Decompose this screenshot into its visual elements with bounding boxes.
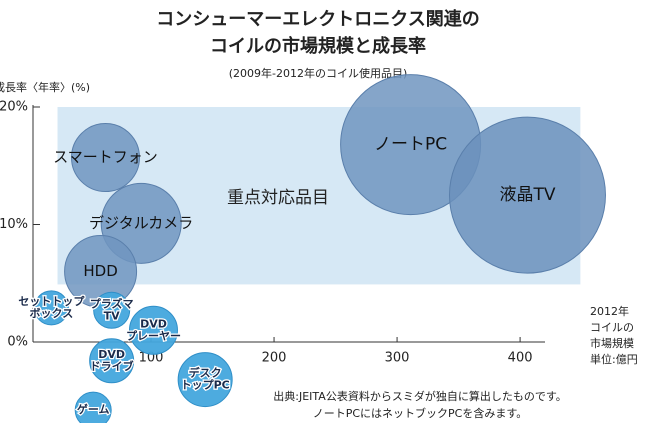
note: 出典:JEITA公表資料からスミダが独自に算出したものです。 xyxy=(273,389,566,403)
bubble-label: プレーヤー xyxy=(126,328,181,342)
bubble xyxy=(177,352,233,408)
highlight-label: 重点対応品目 xyxy=(227,188,329,208)
bubble xyxy=(71,123,141,193)
bubble-label: HDD xyxy=(83,262,117,280)
y-tick-label: 20% xyxy=(0,100,28,115)
bubble-label: ノートPC xyxy=(374,135,447,155)
bubble-label: トップPC xyxy=(181,378,230,392)
x-axis-label: コイルの xyxy=(590,321,634,334)
bubble-label: ゲーム xyxy=(77,402,110,416)
bubble-label: 液晶TV xyxy=(499,185,555,205)
bubble xyxy=(448,116,606,274)
bubble-label: セットトップ xyxy=(18,294,85,308)
y-tick-label: 0% xyxy=(7,335,28,350)
bubble xyxy=(89,338,135,384)
chart-subtitle: (2009年-2012年のコイル使用品目) xyxy=(229,66,408,80)
y-tick-label: 10% xyxy=(0,217,28,232)
bubble-label: デスク xyxy=(189,366,222,380)
chart-title: コンシューマーエレクトロニクス関連の xyxy=(156,8,479,30)
bubble xyxy=(93,291,131,329)
bubble-label: ボックス xyxy=(30,306,74,320)
chart-title: コイルの市場規模と成長率 xyxy=(210,35,426,57)
bubble-label: スマートフォン xyxy=(53,148,158,166)
bubble-label: TV xyxy=(104,309,121,322)
x-axis-label: 2012年 xyxy=(590,304,629,318)
x-tick-label: 400 xyxy=(508,351,533,366)
bubble-label: デジタルカメラ xyxy=(89,214,193,232)
bubble xyxy=(74,391,112,423)
x-tick-label: 200 xyxy=(262,351,287,366)
bubble xyxy=(128,305,178,355)
bubble-label: DVD xyxy=(98,348,125,361)
x-axis-label: 単位:億円 xyxy=(590,352,638,366)
x-tick-label: 300 xyxy=(385,351,410,366)
x-axis-label: 市場規模 xyxy=(590,336,634,350)
note: ノートPCにはネットブックPCを含みます。 xyxy=(313,406,528,420)
y-axis-label: 成長率〈年率〉(%) xyxy=(0,80,90,94)
bubble-label: DVD xyxy=(140,317,167,330)
bubble-label: プラズマ xyxy=(90,296,134,310)
bubble xyxy=(33,290,69,326)
bubble-label: ドライブ xyxy=(90,359,134,373)
